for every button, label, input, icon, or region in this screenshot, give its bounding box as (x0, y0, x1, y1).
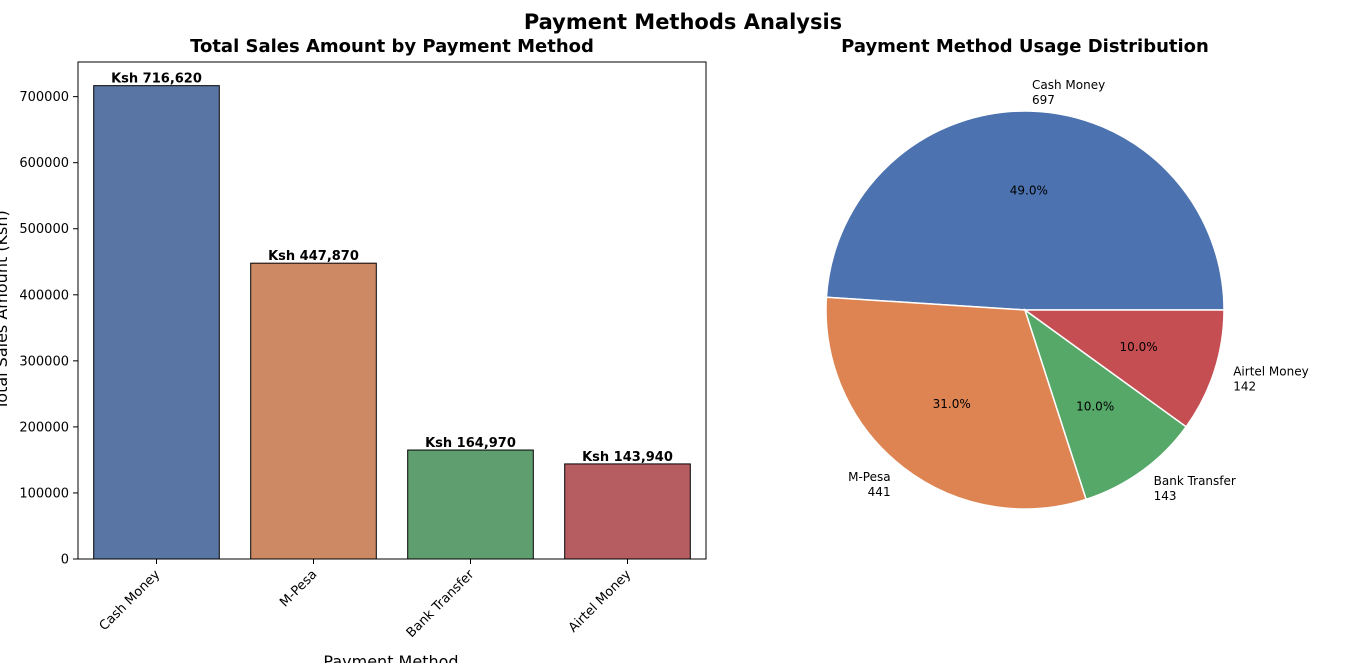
bar-chart-title: Total Sales Amount by Payment Method (190, 36, 594, 57)
pie-percent-label: 49.0% (1010, 184, 1048, 198)
pie-percent-label: 10.0% (1076, 400, 1114, 414)
bar-data-label: Ksh 143,940 (582, 450, 673, 465)
bar-plot-frame (77, 61, 707, 560)
x-axis-label: Payment Method (323, 652, 458, 663)
x-tick-label: Airtel Money (566, 567, 635, 636)
y-tick-label: 400000 (19, 288, 69, 303)
pie-label: Airtel Money 142 (1233, 365, 1309, 394)
bar-data-label: Ksh 164,970 (425, 436, 516, 451)
y-tick-label: 600000 (19, 156, 69, 171)
bar-data-label: Ksh 716,620 (111, 72, 202, 87)
pie-label: Bank Transfer 143 (1154, 474, 1236, 503)
pie-percent-label: 31.0% (933, 397, 971, 411)
bar (93, 85, 220, 560)
bars (93, 85, 691, 560)
bar-data-labels: Ksh 716,620 Ksh 447,870 Ksh 164,970 Ksh 143… (111, 72, 673, 465)
pie-slice (825, 110, 1225, 311)
y-tick-label: 500000 (19, 222, 69, 237)
pie-chart-title: Payment Method Usage Distribution (841, 36, 1209, 57)
x-tick-label: Bank Transfer (404, 567, 478, 641)
pie-slice (825, 296, 1088, 510)
pie-labels: Cash Money 697 M-Pesa 441 Bank Transfer 143 Ai… (848, 78, 1309, 503)
y-axis-label: Total Sales Amount (Ksh) (0, 210, 11, 411)
pie-slices (825, 110, 1225, 510)
y-tick-label: 100000 (19, 486, 69, 501)
y-tick-label: 0 (61, 553, 69, 568)
x-tick-label: Cash Money (97, 567, 164, 634)
pie-percent-labels: 49.0% 31.0% 10.0% 10.0% (933, 184, 1158, 414)
bar-chart: Total Sales Amount by Payment Method Ksh… (0, 36, 707, 663)
pie-chart: Payment Method Usage Distribution Cash M… (825, 36, 1309, 510)
bar (250, 262, 377, 560)
pie-slice (1022, 309, 1225, 428)
y-tick-label: 200000 (19, 420, 69, 435)
bar-data-label: Ksh 447,870 (268, 249, 359, 264)
bar (407, 449, 534, 560)
y-tick-label: 700000 (19, 90, 69, 105)
y-axis-ticks: 0 100000 200000 300000 400000 500000 600000 700… (19, 90, 78, 568)
figure-title: Payment Methods Analysis (524, 10, 842, 34)
bar (564, 463, 691, 560)
pie-label: Cash Money 697 (1032, 78, 1105, 107)
pie-label: M-Pesa 441 (848, 470, 890, 499)
x-axis-ticks: Cash Money M-Pesa Bank Transfer Airtel Mone… (97, 559, 635, 641)
x-tick-label: M-Pesa (277, 567, 320, 610)
pie-slice (1023, 308, 1188, 501)
pie-percent-label: 10.0% (1120, 340, 1158, 354)
y-tick-label: 300000 (19, 354, 69, 369)
